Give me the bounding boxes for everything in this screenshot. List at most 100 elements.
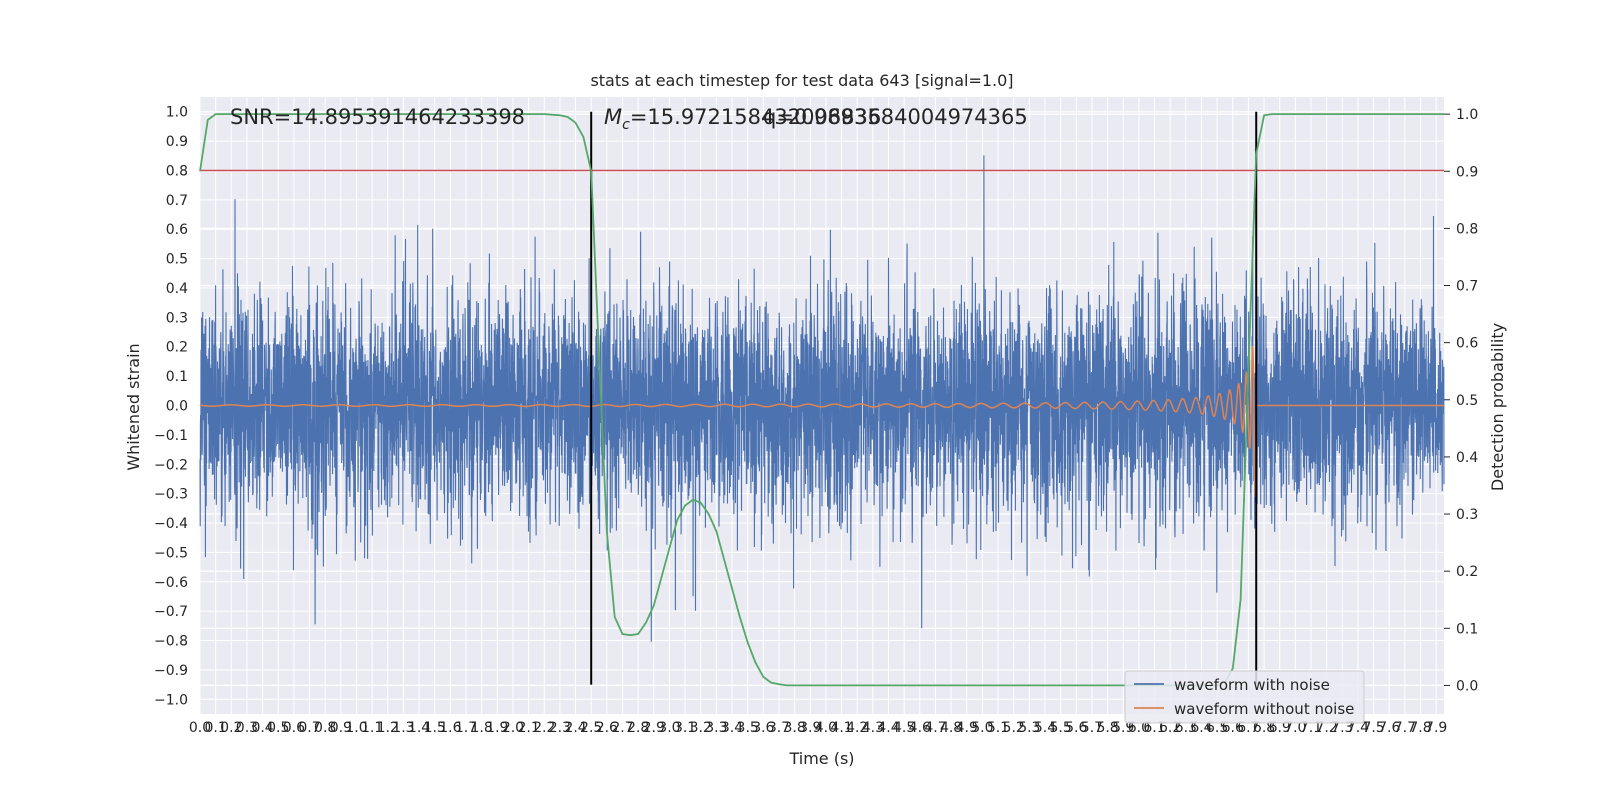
y-tick-label: −0.1	[154, 428, 188, 444]
x-tick-label: 3.0	[658, 720, 680, 736]
x-tick-label: 4.6	[909, 720, 931, 736]
x-tick-label: 6.0	[1128, 720, 1150, 736]
clean-waveform-line	[200, 345, 1444, 497]
x-tick-label: 7.3	[1331, 720, 1353, 736]
y-tick-label: −0.3	[154, 487, 188, 503]
x-tick-label: 7.9	[1425, 720, 1447, 736]
y-tick-label: −0.7	[154, 604, 188, 620]
x-tick-label: 4.5	[893, 720, 915, 736]
x-tick-label: 5.7	[1081, 720, 1103, 736]
y2-tick-label: 0.9	[1456, 164, 1478, 180]
x-tick-label: 7.2	[1316, 720, 1338, 736]
x-tick-label: 4.9	[956, 720, 978, 736]
x-tick-label: 2.6	[596, 720, 618, 736]
x-tick-label: 1.3	[392, 720, 414, 736]
x-tick-label: 3.3	[705, 720, 727, 736]
x-tick-label: 5.4	[1034, 720, 1056, 736]
x-tick-label: 7.6	[1378, 720, 1400, 736]
x-tick-label: 1.6	[439, 720, 461, 736]
mass-ratio-annotation: q=0.9893584004974365	[763, 105, 1028, 129]
x-tick-label: 6.9	[1269, 720, 1291, 736]
x-tick-label: 5.0	[971, 720, 993, 736]
x-tick-label: 5.9	[1112, 720, 1134, 736]
x-tick-label: 6.1	[1143, 720, 1165, 736]
x-tick-label: 5.5	[1049, 720, 1071, 736]
x-tick-label: 7.7	[1394, 720, 1416, 736]
x-tick-label: 7.8	[1409, 720, 1431, 736]
overlay-lines	[200, 111, 1444, 685]
x-tick-label: 0.8	[314, 720, 336, 736]
x-tick-label: 2.4	[564, 720, 586, 736]
y2-tick-label: 0.6	[1456, 336, 1478, 352]
x-tick-label: 7.4	[1347, 720, 1369, 736]
x-tick-label: 4.3	[862, 720, 884, 736]
x-tick-label: 1.7	[455, 720, 477, 736]
y2-tick-label: 0.4	[1456, 450, 1478, 466]
x-tick-label: 4.7	[924, 720, 946, 736]
legend-box	[1124, 670, 1365, 724]
chart-title: stats at each timestep for test data 643…	[590, 71, 1013, 90]
y-tick-label: 0.0	[166, 399, 188, 415]
x-tick-label: 6.2	[1159, 720, 1181, 736]
x-tick-label: 6.3	[1175, 720, 1197, 736]
y-tick-label: 0.8	[166, 163, 188, 179]
x-tick-label: 3.8	[783, 720, 805, 736]
y-tick-label: −0.9	[154, 663, 188, 679]
x-tick-label: 1.9	[486, 720, 508, 736]
legend-label-noise: waveform with noise	[1174, 676, 1330, 694]
x-tick-label: 4.2	[846, 720, 868, 736]
x-tick-label: 6.7	[1237, 720, 1259, 736]
x-tick-label: 0.2	[220, 720, 242, 736]
x-tick-label: 2.8	[627, 720, 649, 736]
x-axis-ticks: 0.00.10.20.30.40.50.60.70.80.91.01.11.21…	[189, 720, 1447, 736]
chirp-mass-annotation: Mc=15.972158432006836	[604, 105, 881, 133]
x-tick-label: 3.4	[721, 720, 743, 736]
x-tick-label: 3.7	[768, 720, 790, 736]
x-tick-label: 3.9	[799, 720, 821, 736]
legend-label-signal: waveform without noise	[1174, 700, 1354, 718]
x-tick-label: 6.6	[1222, 720, 1244, 736]
y-tick-label: 0.1	[166, 369, 188, 385]
x-tick-label: 5.2	[1003, 720, 1025, 736]
x-tick-label: 0.6	[283, 720, 305, 736]
y-tick-label: 0.5	[166, 252, 188, 268]
x-tick-label: 1.0	[345, 720, 367, 736]
y-tick-label: 1.0	[166, 105, 188, 121]
x-tick-label: 2.3	[549, 720, 571, 736]
y2-axis-label: Detection probability	[1488, 323, 1507, 491]
x-tick-label: 1.5	[424, 720, 446, 736]
x-axis-label: Time (s)	[788, 749, 854, 768]
x-tick-label: 2.7	[611, 720, 633, 736]
x-tick-label: 4.1	[830, 720, 852, 736]
y2-tick-label: 1.0	[1456, 107, 1478, 123]
x-tick-label: 1.1	[361, 720, 383, 736]
y2-tick-label: 0.5	[1456, 393, 1478, 409]
chirp-mass-symbol: M	[604, 105, 622, 129]
x-tick-label: 0.3	[236, 720, 258, 736]
y-tick-label: −0.5	[154, 545, 188, 561]
x-tick-label: 7.5	[1362, 720, 1384, 736]
y-axis-ticks: 1.0 0.9 0.8 0.7 0.6 0.5 0.4 0.3 0.2 0.1 0.0 −0.1 −0.…	[154, 105, 188, 709]
x-tick-label: 6.4	[1190, 720, 1212, 736]
y-tick-label: 0.4	[166, 281, 188, 297]
x-tick-label: 4.0	[815, 720, 837, 736]
y-tick-label: 0.6	[166, 222, 188, 238]
y-tick-label: −0.4	[154, 516, 188, 532]
y-tick-label: 0.3	[166, 310, 188, 326]
x-tick-label: 2.1	[517, 720, 539, 736]
x-tick-label: 6.8	[1253, 720, 1275, 736]
x-tick-label: 2.0	[502, 720, 524, 736]
x-tick-label: 5.8	[1096, 720, 1118, 736]
x-tick-label: 1.2	[377, 720, 399, 736]
y2-axis-ticks: 1.0 0.9 0.8 0.7 0.6 0.5 0.4 0.3 0.2 0.1 0.0	[1444, 107, 1478, 694]
x-tick-label: 0.1	[205, 720, 227, 736]
x-tick-label: 4.4	[877, 720, 899, 736]
legend: waveform with noise waveform without noi…	[1124, 670, 1365, 724]
x-tick-label: 3.5	[737, 720, 759, 736]
y-tick-label: −1.0	[154, 692, 188, 708]
x-tick-label: 0.4	[251, 720, 273, 736]
x-tick-label: 3.2	[690, 720, 712, 736]
x-tick-label: 2.5	[580, 720, 602, 736]
x-tick-label: 4.8	[940, 720, 962, 736]
